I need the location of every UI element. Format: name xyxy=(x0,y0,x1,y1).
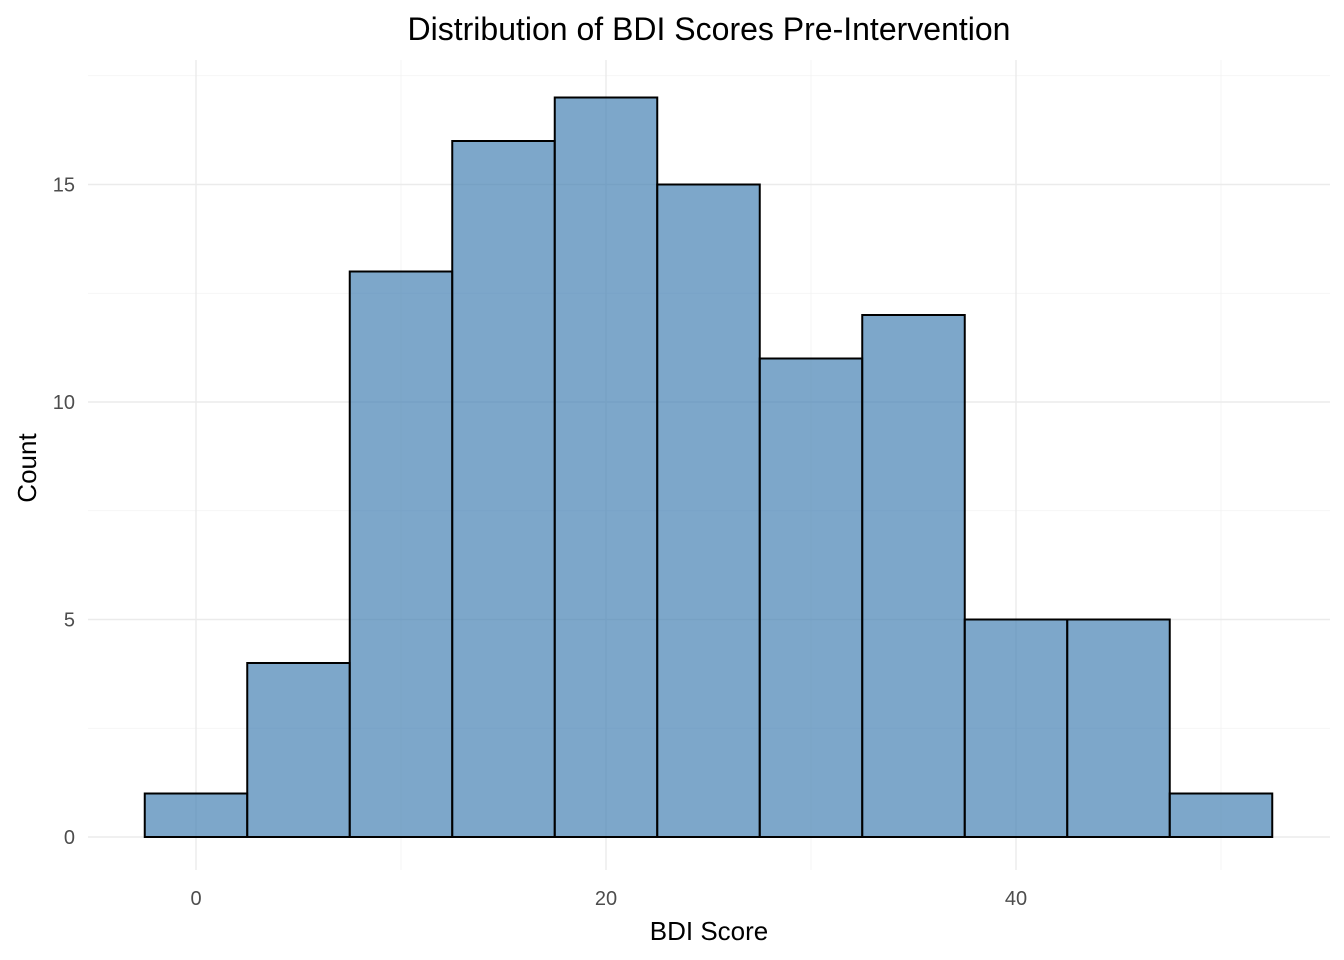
histogram-bar-9 xyxy=(1066,618,1171,838)
y-tick-label: 0 xyxy=(64,827,75,849)
histogram-bar-10 xyxy=(1168,792,1274,838)
histogram-bar-5 xyxy=(656,183,761,838)
y-tick-labels: 0 5 10 15 xyxy=(53,175,75,850)
histogram-bar-7 xyxy=(861,314,966,838)
histogram-bar-4 xyxy=(553,96,659,838)
y-tick-label: 15 xyxy=(53,175,75,197)
histogram-bar-3 xyxy=(451,140,556,838)
chart-title: Distribution of BDI Scores Pre-Intervent… xyxy=(408,11,1011,47)
bars xyxy=(143,96,1274,838)
y-axis-title: Count xyxy=(12,433,42,503)
x-tick-labels: 0 20 40 xyxy=(190,888,1027,910)
histogram-bar-1 xyxy=(246,662,351,838)
y-tick-label: 10 xyxy=(53,392,75,414)
x-tick-label: 40 xyxy=(1005,888,1027,910)
y-tick-label: 5 xyxy=(64,610,75,632)
histogram-bar-0 xyxy=(143,792,249,838)
histogram-bar-2 xyxy=(348,270,454,838)
histogram-bar-6 xyxy=(758,357,864,838)
histogram-bar-8 xyxy=(963,618,1069,838)
x-tick-label: 20 xyxy=(595,888,617,910)
x-axis-title: BDI Score xyxy=(650,916,769,946)
x-tick-label: 0 xyxy=(190,888,201,910)
